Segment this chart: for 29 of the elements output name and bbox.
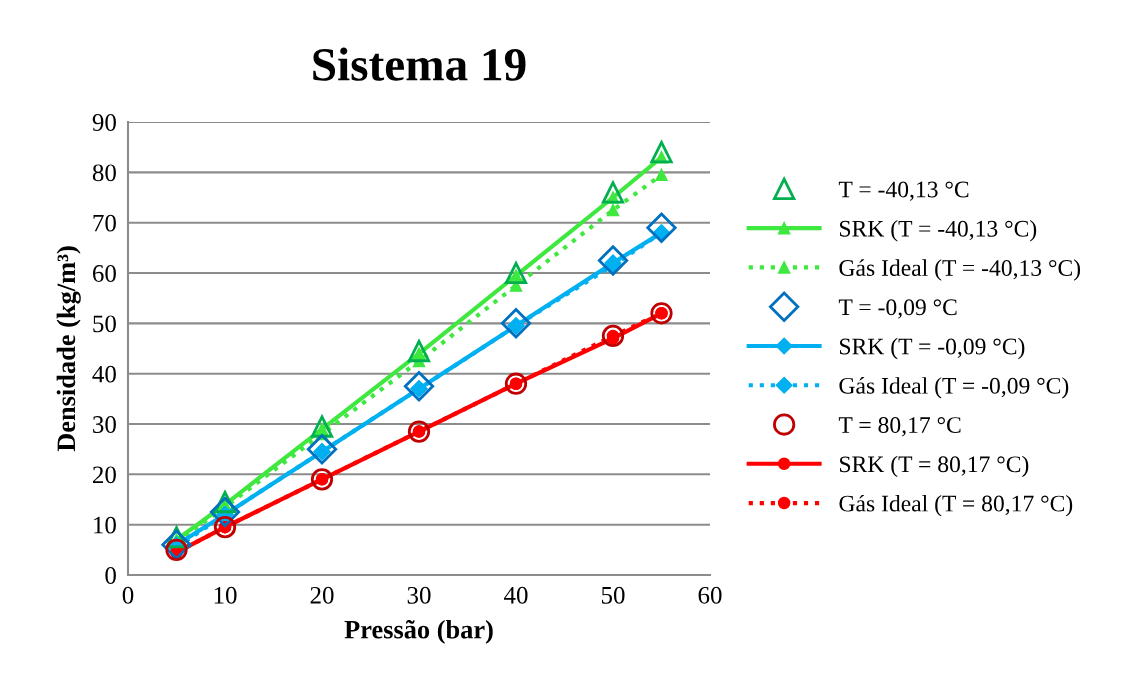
y-tick-label: 30 [93,416,116,433]
legend-label: SRK (T = -40,13 °C) [840,220,1037,242]
y-tick-label: 50 [93,315,116,333]
legend-label: T = 80,17 °C [838,417,961,437]
x-tick-label: 40 [503,586,528,604]
chart-title: Sistema 19 [313,47,526,81]
legend-label: T = -0,09 °C [838,299,957,319]
y-tick-label: 20 [92,466,116,484]
y-tick-label: 90 [92,114,116,131]
y-axis-title: Densidade (kg/m³) [56,246,81,452]
x-tick-label: 60 [698,586,722,604]
x-tick-label: 50 [601,586,625,604]
legend-label: Gás Ideal (T = -0,09 °C) [839,377,1069,399]
legend-label: SRK (T = 80,17 °C) [840,455,1029,478]
legend-label: Gás Ideal (T = 80,17 °C) [839,494,1073,517]
x-tick-label: 10 [214,586,237,604]
y-tick-label: 70 [93,214,116,232]
y-tick-label: 0 [105,567,116,584]
legend-label: Gás Ideal (T = -40,13 °C) [839,259,1081,281]
legend-label: T = -40,13 °C [838,181,969,201]
x-tick-label: 0 [122,586,134,604]
y-tick-label: 60 [92,265,116,282]
x-tick-label: 20 [310,586,334,604]
x-axis-title: Pressão (bar) [344,619,493,644]
y-tick-label: 10 [94,516,116,534]
y-tick-label: 80 [92,164,116,182]
legend-label: SRK (T = -0,09 °C) [840,337,1025,360]
x-tick-label: 30 [407,586,431,604]
y-tick-label: 40 [92,365,116,383]
